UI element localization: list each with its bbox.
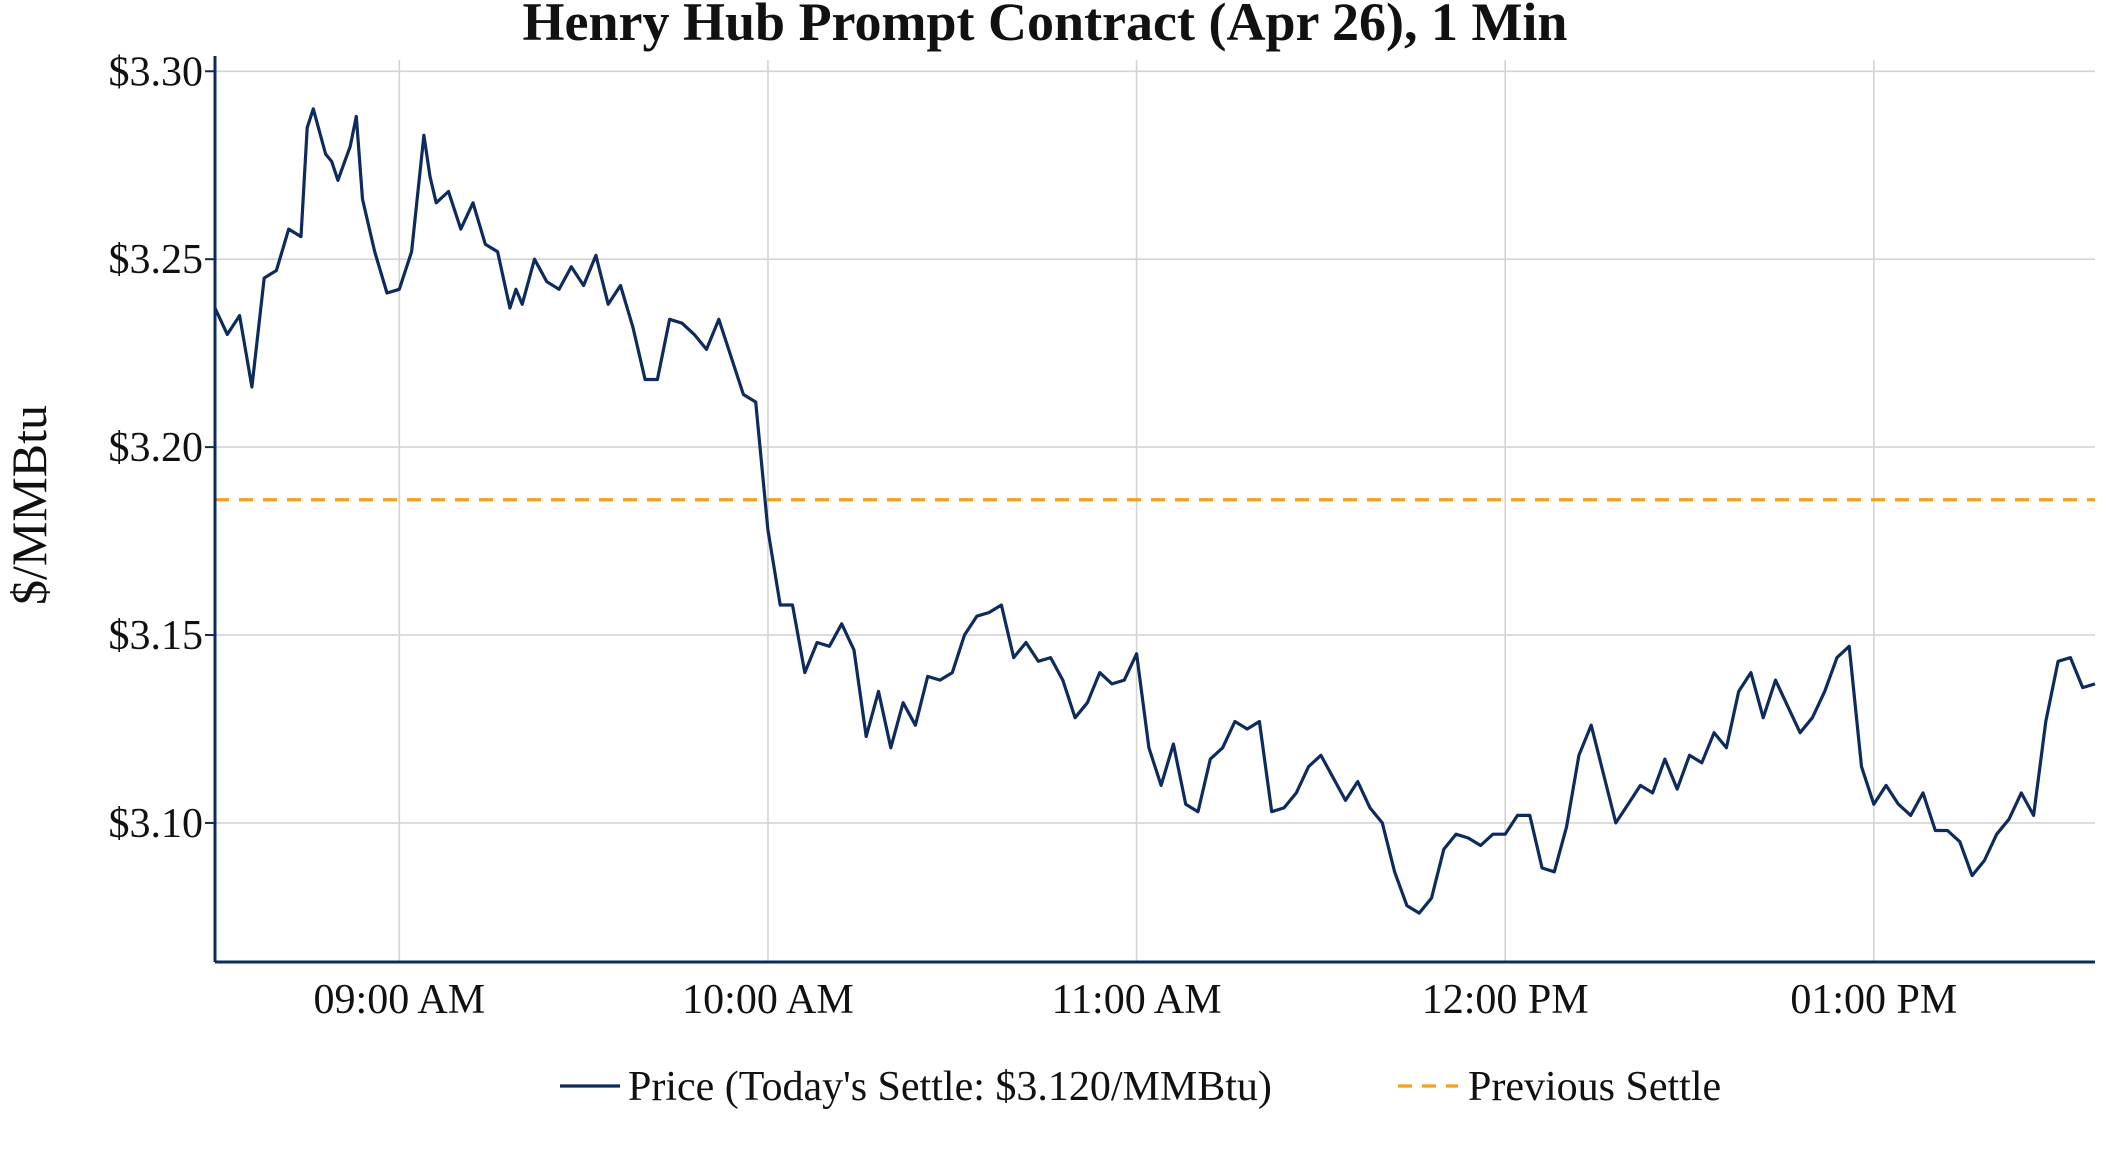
legend: Price (Today's Settle: $3.120/MMBtu) Prev… [560,1064,1721,1110]
legend-price-label: Price (Today's Settle: $3.120/MMBtu) [628,1064,1272,1110]
x-tick-label: 12:00 PM [1422,977,1589,1023]
legend-previous-settle-label: Previous Settle [1468,1064,1721,1110]
y-tick-label: $3.30 [109,49,204,95]
x-tick-label: 10:00 AM [682,977,854,1023]
y-axis-ticks: $3.10 $3.15 $3.20 $3.25 $3.30 [109,49,215,847]
y-axis-title: $/MMBtu [1,405,57,605]
x-tick-label: 11:00 AM [1052,977,1222,1023]
y-tick-label: $3.10 [109,801,204,847]
x-axis-ticks: 09:00 AM 10:00 AM 11:00 AM 12:00 PM 01:00 PM [314,977,1958,1023]
y-tick-label: $3.15 [109,613,204,659]
axes [213,56,2095,964]
grid-lines [215,60,2095,962]
y-tick-label: $3.20 [109,425,204,471]
x-tick-label: 01:00 PM [1790,977,1957,1023]
y-tick-label: $3.25 [109,237,204,283]
series-layer [213,107,2096,915]
x-tick-label: 09:00 AM [314,977,486,1023]
chart-title: Henry Hub Prompt Contract (Apr 26), 1 Mi… [523,0,1568,52]
price-series-line [213,107,2096,915]
